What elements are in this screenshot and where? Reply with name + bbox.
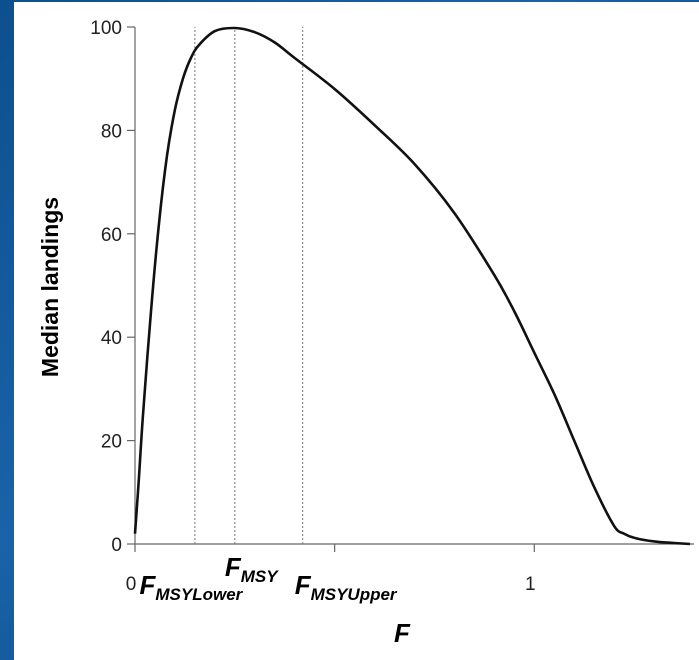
- x-tick-label: 0: [126, 574, 137, 595]
- y-tick-label: 40: [101, 328, 122, 349]
- y-tick-label: 100: [90, 18, 122, 39]
- reference-line-label: FMSYUpper: [295, 570, 398, 604]
- reference-line-label: FMSYLower: [139, 570, 243, 604]
- y-tick-label: 20: [101, 432, 122, 453]
- x-tick-label: 1: [525, 574, 536, 595]
- series-line: [133, 26, 691, 546]
- x-axis-title: F: [394, 618, 411, 648]
- y-tick-label: 80: [101, 121, 122, 142]
- y-tick-label: 60: [101, 225, 122, 246]
- y-tick-label: 0: [111, 535, 122, 556]
- reference-line-label: FMSY: [225, 552, 279, 586]
- y-axis: 0 20 40 60 80 100: [90, 18, 136, 556]
- y-axis-title: Median landings: [37, 197, 63, 377]
- series-group: [133, 26, 691, 546]
- axis-titles: F Median landings: [37, 197, 411, 648]
